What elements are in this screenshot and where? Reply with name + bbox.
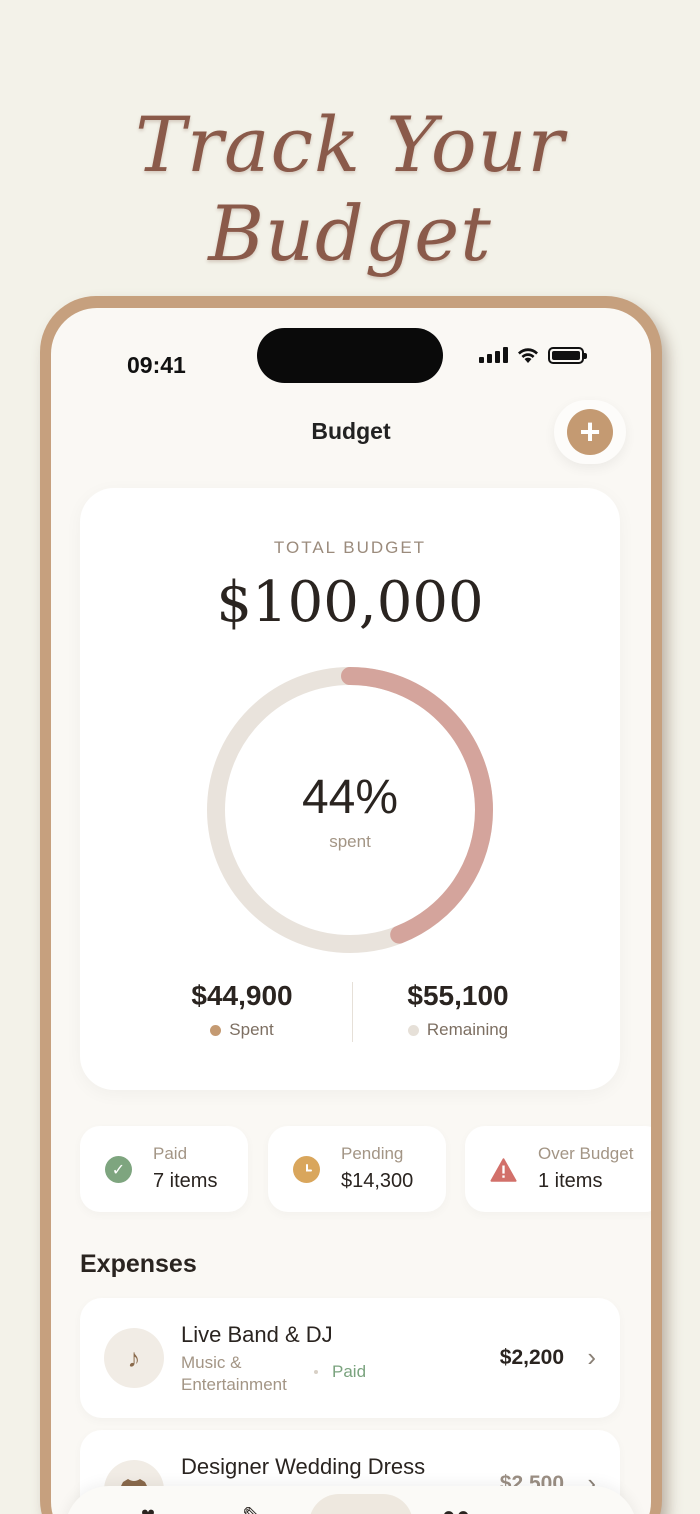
wifi-icon <box>518 348 538 363</box>
expense-amount: $2,200 <box>499 1346 564 1369</box>
tab-checklist-icon[interactable]: ✎ <box>235 1502 269 1514</box>
expense-name: Live Band & DJ <box>181 1322 333 1347</box>
total-budget-label: TOTAL BUDGET <box>273 538 427 557</box>
summary-over-budget[interactable]: Over Budget 1 items <box>465 1126 651 1212</box>
spent-stat: $44,900 Spent <box>142 980 342 1040</box>
plus-icon: + <box>567 409 613 455</box>
remaining-dot <box>407 1024 419 1036</box>
summary-label: Paid <box>153 1144 188 1163</box>
chevron-right-icon: › <box>587 1468 596 1498</box>
budget-card: TOTAL BUDGET $100,000 44% spent $44,900 … <box>80 488 620 1090</box>
expenses-heading: Expenses <box>80 1250 197 1278</box>
tab-budget-active[interactable] <box>309 1494 413 1514</box>
expense-name: Designer Wedding Dress <box>181 1454 426 1479</box>
stat-divider <box>352 982 353 1042</box>
clock-icon <box>293 1156 320 1183</box>
tab-heart-icon[interactable]: ♥ <box>131 1502 165 1514</box>
spent-percent: 44% <box>301 771 399 824</box>
expense-status: Paid <box>314 1362 366 1382</box>
summary-pending[interactable]: Pending $14,300 <box>268 1126 446 1212</box>
chevron-right-icon: › <box>587 1342 596 1372</box>
summary-label: Over Budget <box>538 1144 634 1163</box>
tab-bar: ♥ ✎ ●● <box>65 1486 637 1514</box>
spent-label: Spent <box>229 1020 274 1039</box>
summary-label: Pending <box>341 1144 404 1163</box>
summary-value: 1 items <box>538 1170 603 1192</box>
dynamic-island <box>257 328 443 383</box>
ring-spent-arc <box>207 667 493 953</box>
status-icons <box>479 346 587 364</box>
expense-row[interactable]: ♪ Live Band & DJ Music & Entertainment P… <box>80 1298 620 1418</box>
expense-status-label: Paid <box>332 1362 367 1381</box>
summary-paid[interactable]: ✓ Paid 7 items <box>80 1126 248 1212</box>
remaining-label: Remaining <box>426 1020 509 1039</box>
add-button[interactable]: + <box>554 400 626 464</box>
music-note-icon: ♪ <box>104 1328 164 1388</box>
battery-icon <box>548 346 587 364</box>
summary-value: 7 items <box>153 1170 218 1192</box>
budget-progress-ring <box>207 667 493 953</box>
tab-guests-icon[interactable]: ●● <box>439 1502 473 1514</box>
spent-value: $44,900 <box>191 980 293 1011</box>
remaining-value: $55,100 <box>407 980 509 1011</box>
phone-screen: 09:41 Budget + TOTAL BUDGET $100,000 44%… <box>51 308 651 1514</box>
status-separator <box>314 1370 318 1374</box>
signal-icon <box>479 347 508 363</box>
page-title: Budget <box>311 418 391 444</box>
warning-icon <box>490 1156 517 1183</box>
spent-percent-caption: spent <box>329 832 371 851</box>
check-circle-icon: ✓ <box>105 1156 132 1183</box>
headline: Track Your Budget <box>135 100 565 278</box>
expense-category: Music & Entertainment <box>181 1353 287 1394</box>
summary-value: $14,300 <box>341 1170 414 1192</box>
total-budget-amount: $100,000 <box>216 570 484 635</box>
spent-dot <box>210 1024 222 1036</box>
remaining-stat: $55,100 Remaining <box>358 980 558 1040</box>
status-time: 09:41 <box>127 352 186 378</box>
